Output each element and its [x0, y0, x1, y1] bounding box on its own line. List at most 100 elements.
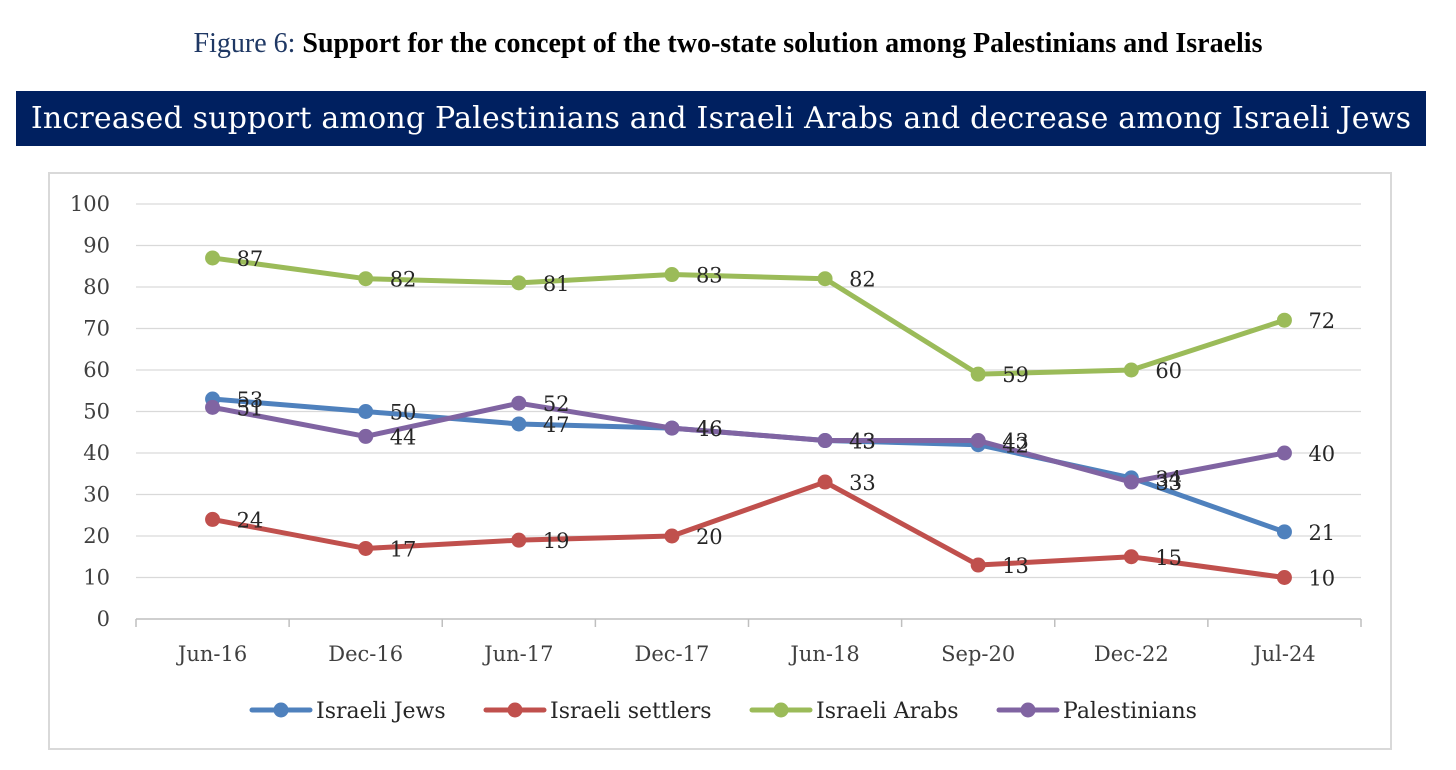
figure-number: Figure 6: [193, 28, 296, 59]
legend-swatch-marker [773, 702, 789, 718]
subtitle-banner: Increased support among Palestinians and… [16, 91, 1426, 146]
x-tick-label: Sep-20 [941, 642, 1015, 666]
data-point [970, 366, 986, 382]
x-tick-label: Dec-22 [1094, 642, 1169, 666]
data-point [511, 532, 527, 548]
data-point [358, 540, 374, 556]
data-label: 47 [543, 413, 570, 437]
data-label: 59 [1002, 363, 1029, 387]
data-point [358, 271, 374, 287]
data-label: 15 [1155, 546, 1182, 570]
data-point [970, 433, 986, 449]
x-tick-label: Jun-18 [788, 642, 859, 666]
figure-title-text: Support for the concept of the two-state… [302, 28, 1263, 59]
data-point [511, 275, 527, 291]
figure-title: Figure 6: Support for the concept of the… [0, 28, 1456, 60]
data-label: 82 [390, 268, 417, 292]
y-tick-label: 70 [83, 317, 110, 341]
data-label: 82 [849, 268, 876, 292]
y-tick-label: 40 [83, 441, 110, 465]
y-tick-label: 80 [83, 275, 110, 299]
data-label: 43 [849, 430, 876, 454]
data-point [817, 271, 833, 287]
data-label: 33 [1155, 471, 1182, 495]
y-tick-label: 20 [83, 524, 110, 548]
y-tick-label: 60 [83, 358, 110, 382]
y-tick-label: 50 [83, 400, 110, 424]
data-label: 21 [1308, 521, 1335, 545]
data-point [511, 395, 527, 411]
y-tick-label: 30 [83, 483, 110, 507]
legend-label: Palestinians [1063, 699, 1197, 724]
data-label: 43 [1002, 430, 1029, 454]
data-point [1276, 524, 1292, 540]
data-label: 87 [237, 247, 264, 271]
x-tick-label: Jun-16 [176, 642, 247, 666]
data-label: 72 [1308, 309, 1335, 333]
legend-swatch-marker [507, 702, 523, 718]
legend-label: Israeli settlers [550, 699, 712, 724]
data-point [664, 420, 680, 436]
data-label: 40 [1308, 442, 1335, 466]
data-label: 33 [849, 471, 876, 495]
data-label: 17 [390, 537, 417, 561]
data-point [664, 267, 680, 283]
legend-label: Israeli Arabs [816, 699, 959, 724]
data-point [358, 404, 374, 419]
data-point [205, 399, 221, 415]
series-line [210, 479, 1287, 580]
y-tick-label: 100 [70, 192, 110, 216]
data-point [1276, 570, 1292, 585]
axes: 0 10 20 30 40 50 60 70 80 90 100 Jun-16 Dec-16 Jun-17… [70, 192, 1362, 666]
legend: Israeli Jews Israeli settlers Israeli Arab… [249, 699, 1197, 724]
data-point [1123, 474, 1139, 490]
legend-swatch-marker [273, 702, 289, 718]
data-label: 83 [696, 264, 723, 288]
x-tick-label: Jul-24 [1251, 642, 1315, 666]
y-tick-label: 90 [83, 234, 110, 258]
x-tick-label: Dec-17 [635, 642, 710, 666]
banner-text: Increased support among Palestinians and… [30, 101, 1412, 136]
data-point [1123, 362, 1139, 378]
series-line [210, 396, 1287, 535]
y-tick-label: 10 [83, 566, 110, 590]
series-line [210, 400, 1287, 485]
gridlines [136, 203, 1361, 579]
data-point [1276, 312, 1292, 328]
data-point [817, 474, 833, 490]
data-label: 81 [543, 272, 570, 296]
data-label: 46 [696, 417, 723, 441]
data-label: 34 [1155, 467, 1182, 491]
data-label: 44 [390, 425, 417, 449]
data-label: 24 [237, 508, 264, 532]
data-label: 43 [849, 430, 876, 454]
data-point [1123, 549, 1139, 565]
data-point [205, 250, 221, 266]
data-label: 13 [1002, 554, 1029, 578]
data-label: 10 [1308, 567, 1335, 591]
data-point [1276, 445, 1292, 461]
legend-swatch-marker [1020, 702, 1036, 718]
data-point [817, 433, 833, 449]
data-label: 52 [543, 392, 570, 416]
data-label: 19 [543, 529, 570, 553]
legend-label: Israeli Jews [316, 699, 446, 724]
data-point [664, 528, 680, 544]
data-label: 60 [1155, 359, 1182, 383]
data-point [511, 416, 527, 432]
data-label: 53 [237, 388, 264, 412]
data-label: 42 [1002, 434, 1029, 458]
data-label: 20 [696, 525, 723, 549]
data-point [970, 557, 986, 573]
y-tick-label: 0 [97, 607, 110, 631]
data-label: 46 [696, 417, 723, 441]
series-line [210, 255, 1287, 377]
data-point [205, 511, 221, 527]
data-point [358, 428, 374, 444]
x-tick-label: Jun-17 [482, 642, 553, 666]
data-label: 50 [390, 401, 417, 425]
series-lines [205, 250, 1292, 585]
data-label: 51 [237, 396, 264, 420]
